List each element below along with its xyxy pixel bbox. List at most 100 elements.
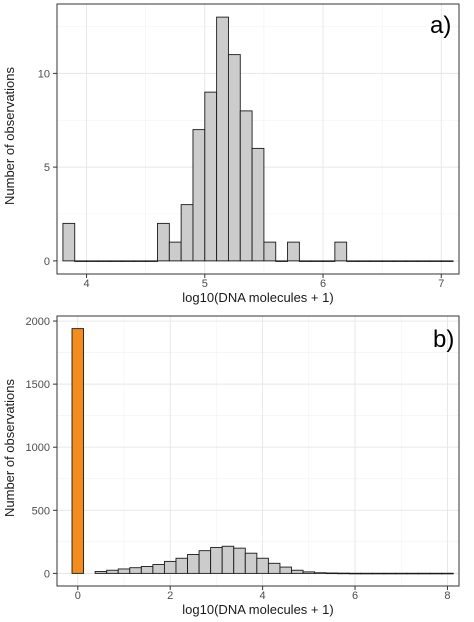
panel-b-histogram-bar: [325, 572, 339, 575]
panel-b-y-tick-label: 0: [44, 568, 50, 580]
panel-a-histogram-bar: [97, 260, 111, 262]
panel-a-histogram-bar: [62, 222, 76, 262]
panel-b-histogram-bar: [152, 564, 165, 574]
panel-b-y-tick-label: 2000: [26, 316, 50, 328]
panel-a-histogram-bar: [334, 241, 348, 262]
panel-b-histogram-bar: [233, 547, 246, 574]
panel-b-histogram-bar: [267, 562, 281, 574]
panel-a-histogram-bar: [310, 260, 324, 262]
panel-a-histogram-bar: [358, 260, 371, 262]
panel-a-x-tick-label: 5: [202, 278, 208, 290]
panel-a-x-axis-title: log10(DNA molecules + 1): [182, 290, 333, 305]
panel-b-histogram-bar: [337, 572, 350, 575]
panel-a-histogram-bar: [417, 260, 430, 262]
panel-b-y-tick-label: 500: [32, 505, 50, 517]
panel-b-plot-background: [57, 316, 459, 586]
panel-a-y-tick-label: 5: [44, 162, 50, 174]
panel-a-histogram-bar: [287, 241, 300, 262]
panel-b-histogram-bar: [279, 566, 292, 574]
panel-a-label: a): [430, 12, 451, 39]
panel-a-histogram-bar: [405, 260, 419, 262]
panel-b-histogram-bar: [163, 560, 177, 574]
panel-a-x-tick-label: 6: [320, 278, 326, 290]
panel-b-x-tick-label: 8: [444, 590, 450, 602]
panel-a-histogram-bar: [168, 241, 182, 262]
panel-a-y-tick-label: 0: [44, 256, 50, 268]
panel-b-histogram-bar: [371, 572, 385, 575]
panel-a-histogram-bar: [227, 54, 241, 262]
panel-a-histogram-bar: [180, 204, 194, 262]
panel-a-histogram-bar: [216, 16, 229, 262]
panel-b-histogram-bar: [117, 568, 131, 574]
panel-b-y-axis-title: Number of observations: [2, 378, 17, 517]
panel-a-histogram-bar: [381, 260, 395, 262]
panel-a-histogram-bar: [428, 260, 442, 262]
panel-b-histogram-bar: [418, 572, 431, 575]
panel-b-histogram-bar: [383, 572, 396, 575]
panel-b-histogram-bar: [395, 572, 408, 575]
panel-b-histogram-bar: [94, 571, 108, 574]
panel-b-histogram-bar: [406, 572, 420, 575]
panel-a-x-tick-label: 4: [83, 278, 89, 290]
panel-b-histogram-bar: [244, 552, 258, 574]
panel-b-histogram-bar: [429, 572, 443, 575]
panel-b-histogram-bar: [106, 569, 119, 574]
panel-a-histogram-bar: [74, 260, 88, 262]
panel-b-histogram-bar: [198, 550, 212, 574]
panel-b-y-ticks: 0 500 1000 1500 2000: [26, 316, 57, 580]
panel-a-histogram-bar: [204, 91, 218, 262]
panel-a-histogram-bar: [346, 260, 359, 262]
panel-a-histogram-bar: [251, 147, 265, 262]
panel-b-y-tick-label: 1000: [26, 442, 50, 454]
panel-b-zero-bar: [71, 328, 85, 574]
panel-b-x-tick-label: 4: [260, 590, 266, 602]
panel-b-label: b): [433, 326, 454, 353]
panel-a-y-ticks: 0 5 10: [38, 68, 57, 268]
panel-b: 0 2 4 6 8 0 500 1000 1500 2000 b) log10(DNA mole…: [2, 315, 460, 617]
panel-a-histogram-bar: [109, 260, 123, 262]
panel-a-histogram-bar: [393, 260, 407, 262]
panel-a: 4 5 6 7 0 5 10 a) log10(DNA molecules + 1) Nu…: [2, 3, 460, 305]
panel-a-histogram-bar: [145, 260, 158, 262]
panel-b-histogram-bar: [291, 569, 304, 574]
panel-a-histogram-bar: [369, 260, 383, 262]
panel-b-histogram-bar: [210, 547, 223, 574]
panel-a-y-tick-label: 10: [38, 68, 50, 80]
panel-a-histogram-bar: [275, 260, 289, 262]
panel-a-histogram-bar: [298, 260, 312, 262]
panel-a-histogram-bar: [322, 260, 336, 262]
panel-b-histogram-bar: [256, 557, 269, 574]
panel-a-histogram-bar: [157, 222, 170, 262]
panel-b-gridlines: [57, 316, 459, 586]
panel-b-histogram-bar: [441, 572, 454, 575]
panel-b-x-tick-label: 6: [352, 590, 358, 602]
panel-a-x-tick-label: 7: [438, 278, 444, 290]
panel-b-x-tick-label: 0: [75, 590, 81, 602]
panel-a-histogram-bar: [86, 260, 99, 262]
panel-a-histogram-bar: [133, 260, 147, 262]
panel-a-bars: [62, 16, 454, 262]
panel-b-histogram-bar: [360, 572, 373, 575]
panel-b-y-tick-label: 1500: [26, 379, 50, 391]
panel-b-histogram-bar: [348, 572, 362, 575]
panel-a-histogram-bar: [263, 241, 277, 262]
panel-a-gridlines: [57, 4, 459, 274]
panel-a-histogram-bar: [192, 129, 206, 262]
panel-b-histogram-bar: [221, 545, 235, 574]
panel-b-x-axis-title: log10(DNA molecules + 1): [182, 602, 333, 617]
panel-a-histogram-bar: [121, 260, 135, 262]
panel-b-histogram-bar: [314, 572, 327, 574]
panel-b-histogram-bar: [175, 557, 188, 574]
panel-a-histogram-bar: [440, 260, 454, 262]
panel-b-histogram-bar: [187, 554, 200, 574]
panel-b-x-ticks: 0 2 4 6 8: [75, 586, 451, 602]
panel-b-histogram-bar: [129, 567, 142, 574]
panel-b-border: [56, 315, 460, 587]
panel-b-histogram-bar: [302, 571, 316, 574]
panel-a-x-ticks: 4 5 6 7: [83, 274, 444, 290]
panel-a-histogram-bar: [239, 110, 253, 262]
panel-a-y-axis-title: Number of observations: [2, 66, 17, 205]
panel-b-x-tick-label: 2: [167, 590, 173, 602]
panel-b-bars: [71, 328, 454, 575]
